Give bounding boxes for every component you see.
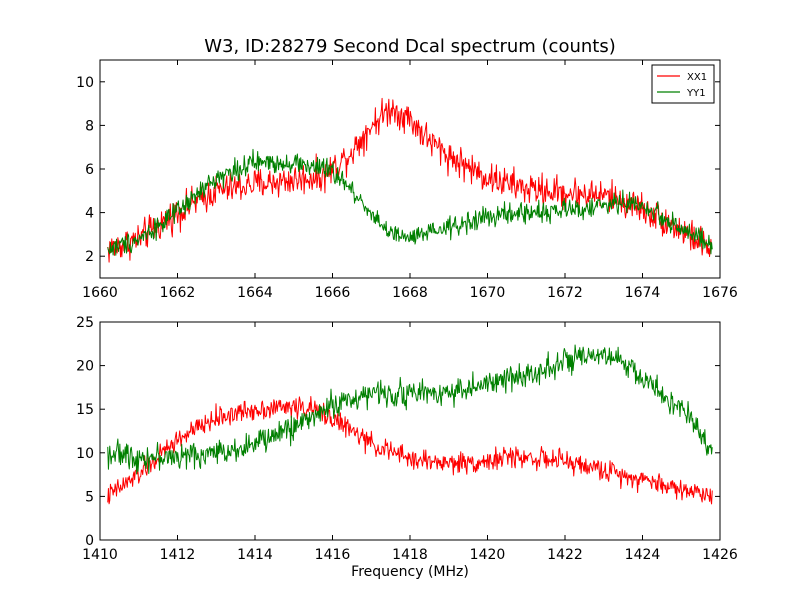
- bottom-tick-layer: 1410 1412 1414 1416 1418 1420 1422 1424 1426 0 5 10…: [76, 315, 738, 563]
- y-tick-label: 4: [85, 206, 94, 222]
- bottom-spectrum-panel: 1410 1412 1414 1416 1418 1420 1422 1424 1426 0 5 10…: [76, 315, 738, 563]
- x-tick-label: 1416: [315, 547, 351, 563]
- x-axis-label: Frequency (MHz): [351, 564, 469, 580]
- x-tick-label: 1674: [625, 285, 661, 301]
- legend-label-yy1: YY1: [686, 88, 706, 99]
- x-tick-label: 1666: [315, 285, 351, 301]
- bottom-series-layer: [107, 344, 713, 505]
- y-tick-label: 8: [85, 118, 94, 134]
- y-tick-label: 5: [85, 489, 94, 505]
- x-tick-label: 1424: [625, 547, 661, 563]
- figure-title: W3, ID:28279 Second Dcal spectrum (count…: [204, 36, 616, 57]
- y-tick-label: 10: [76, 75, 94, 91]
- top-plot-background: [100, 60, 720, 278]
- x-tick-label: 1664: [237, 285, 273, 301]
- series-line-xx1: [107, 97, 713, 263]
- x-tick-label: 1426: [702, 547, 738, 563]
- x-tick-label: 1418: [392, 547, 428, 563]
- x-tick-label: 1668: [392, 285, 428, 301]
- top-tick-layer: 1660 1662 1664 1666 1668 1670 1672 1674 1676 2 4 6 8…: [76, 60, 738, 301]
- x-tick-label: 1410: [82, 547, 118, 563]
- y-tick-label: 0: [85, 533, 94, 549]
- y-tick-label: 2: [85, 249, 94, 265]
- x-tick-label: 1420: [470, 547, 506, 563]
- y-tick-label: 25: [76, 315, 94, 331]
- x-tick-label: 1672: [547, 285, 583, 301]
- top-spectrum-panel: 1660 1662 1664 1666 1668 1670 1672 1674 1676 2 4 6 8…: [76, 59, 738, 301]
- series-line-yy1: [107, 148, 713, 256]
- y-tick-label: 6: [85, 162, 94, 178]
- y-tick-label: 15: [76, 402, 94, 418]
- y-tick-label: 20: [76, 359, 94, 375]
- series-line-xx1: [107, 396, 713, 505]
- x-tick-label: 1670: [470, 285, 506, 301]
- series-line-yy1: [107, 344, 713, 475]
- x-tick-label: 1676: [702, 285, 738, 301]
- legend-box: [651, 64, 715, 104]
- legend-label-xx1: XX1: [687, 72, 707, 83]
- x-tick-label: 1662: [160, 285, 196, 301]
- x-tick-label: 1422: [547, 547, 583, 563]
- top-series-layer: [107, 97, 713, 263]
- x-tick-label: 1660: [82, 285, 118, 301]
- y-tick-label: 10: [76, 446, 94, 462]
- x-tick-label: 1412: [160, 547, 196, 563]
- x-tick-label: 1414: [237, 547, 273, 563]
